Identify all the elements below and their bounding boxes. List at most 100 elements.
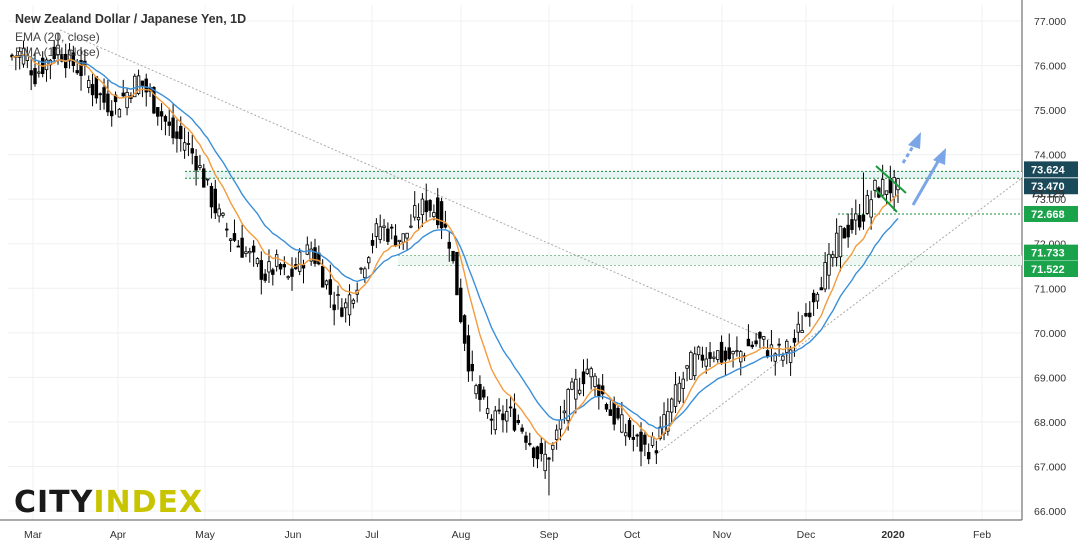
candle-body [620,414,624,433]
y-tick-label: 66.000 [1034,506,1066,518]
candle-body [413,205,417,218]
candle-body [110,110,114,117]
candle-body [420,198,425,216]
flag-lower-line [875,189,898,213]
candle-body [811,292,816,303]
candle-body [140,80,145,86]
candle-body [205,178,210,181]
y-tick-label: 67.000 [1034,461,1066,473]
candle-body [865,195,870,214]
price-tag-label: 71.522 [1031,264,1065,276]
candle-body [240,237,244,258]
candle-body [136,75,141,94]
candle-body [121,92,125,97]
candle-body [773,353,777,362]
candle-body [436,197,440,226]
price-tag-bg [1024,161,1078,178]
candle-body [175,131,179,139]
candle-body [658,426,662,439]
candle-body [228,238,233,241]
candle-body [432,212,436,218]
candle-body [524,435,528,443]
candle-body [459,287,463,323]
candle-body [106,93,110,113]
candle-body [263,273,267,281]
candle-body [37,71,41,74]
candle-body [221,212,225,216]
candle-body [627,420,632,438]
candle-body [374,223,379,237]
candle-body [79,60,83,77]
y-tick-label: 69.000 [1034,372,1066,384]
candle-body [693,353,697,377]
candle-body [716,350,720,360]
x-tick-label: Jun [285,529,302,541]
candle-body [163,116,168,122]
candle-body [347,294,352,316]
candle-body [466,335,471,372]
candle-body [343,302,348,309]
candle-body [29,70,33,76]
price-tag-bg [1024,244,1078,261]
candle-body [765,350,770,357]
candle-body [378,226,382,240]
candle-body [612,401,616,425]
candle-body [539,443,543,455]
candle-body [670,398,674,413]
candle-body [409,225,413,228]
x-tick-label: May [195,529,216,541]
candle-body [313,247,317,264]
candle-body [225,228,229,231]
candle-body [455,251,459,296]
candle-body [397,239,402,242]
candle-body [654,450,659,454]
x-axis: Mar Apr May Jun Jul Aug Sep Oct Nov Dec 2020 Feb [24,529,991,541]
price-tag-label: 73.470 [1031,181,1065,193]
y-tick-label: 77.000 [1034,16,1066,28]
candle-body [309,248,313,262]
candle-body [800,330,804,333]
y-tick-label: 74.000 [1034,150,1066,162]
candle-body [508,406,513,409]
candle-body [808,312,812,318]
candle-body [259,260,264,280]
candle-body [328,279,333,295]
candle-body [443,223,448,228]
candle-body [623,432,628,437]
candles [10,33,900,496]
candle-body [117,108,122,118]
candle-body [520,427,524,432]
x-tick-label: Aug [452,529,471,541]
candle-body [482,389,486,398]
candle-body [570,381,574,390]
candle-body [370,240,375,246]
candle-body [666,410,670,432]
candle-body [125,92,129,109]
x-tick-label: Feb [973,529,991,541]
candle-body [248,250,252,254]
candle-body [762,336,766,340]
candle-body [712,356,716,359]
candle-body [562,410,567,414]
x-tick-label: Oct [624,529,640,541]
candle-body [662,414,666,435]
candle-body [217,208,221,217]
y-tick-label: 71.000 [1034,283,1066,295]
target-arrow-head [908,132,921,149]
candle-body [673,384,678,407]
candle-body [746,338,751,347]
candle-body [719,341,724,363]
candle-body [785,340,789,353]
candle-body [470,363,474,372]
candle-body [271,269,275,275]
candle-body [857,215,862,228]
candle-body [551,444,555,450]
candle-body [815,293,820,302]
candle-body [33,67,37,85]
candle-body [708,352,712,359]
bullish-arrow-head [933,148,946,165]
candle-body [297,251,302,272]
candle-body [60,54,64,62]
candle-body [305,244,310,255]
